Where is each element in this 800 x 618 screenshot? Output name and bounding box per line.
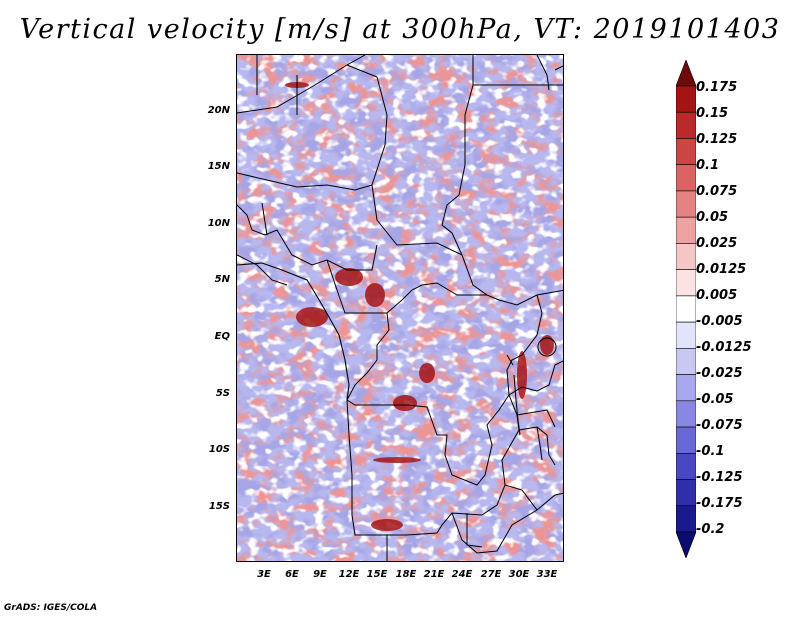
colorbar-label: -0.125: [696, 470, 743, 485]
colorbar-band: [676, 216, 696, 244]
lat-label-10n: 10N: [207, 218, 230, 229]
country-borders: [237, 55, 563, 561]
colorbar-band: [676, 164, 696, 192]
colorbar-label: 0.075: [696, 184, 738, 199]
colorbar-label: 0.175: [696, 80, 738, 95]
colorbar-label: 0.005: [696, 288, 738, 303]
colorbar-band: [676, 531, 696, 558]
colorbar-label: -0.05: [696, 392, 734, 407]
colorbar-label: 0.1: [696, 158, 720, 173]
lon-label-27e: 27E: [480, 569, 502, 580]
lon-label-3e: 3E: [257, 569, 271, 580]
colorbar-band: [676, 452, 696, 480]
lat-label-eq: EQ: [214, 331, 230, 342]
colorbar-label: -0.1: [696, 444, 725, 459]
colorbar-label: 0.125: [696, 132, 738, 147]
lon-label-18e: 18E: [395, 569, 417, 580]
colorbar-label: -0.175: [696, 496, 743, 511]
lon-label-24e: 24E: [451, 569, 473, 580]
colorbar-segments: [676, 60, 696, 558]
lat-label-10s: 10S: [208, 444, 230, 455]
colorbar-band: [676, 60, 696, 87]
lon-label-15e: 15E: [366, 569, 388, 580]
lon-label-30e: 30E: [508, 569, 530, 580]
credit-text: GrADS: IGES/COLA: [4, 603, 98, 613]
lat-label-5s: 5S: [215, 388, 230, 399]
colorbar: [676, 60, 696, 558]
lon-label-6e: 6E: [285, 569, 299, 580]
red-sea-coast: [536, 55, 563, 91]
colorbar-band: [676, 138, 696, 166]
colorbar-label: -0.2: [696, 522, 725, 537]
lon-label-21e: 21E: [423, 569, 445, 580]
lon-label-12e: 12E: [338, 569, 360, 580]
coastline: [237, 262, 350, 401]
colorbar-label: 0.05: [696, 210, 729, 225]
colorbar-band: [676, 243, 696, 270]
colorbar-label: -0.075: [696, 418, 743, 433]
colorbar-band: [676, 295, 696, 323]
colorbar-band: [676, 400, 696, 428]
colorbar-label: -0.025: [696, 366, 743, 381]
lat-label-15s: 15S: [208, 501, 230, 512]
colorbar-band: [676, 374, 696, 402]
colorbar-band: [676, 348, 696, 375]
colorbar-band: [676, 190, 696, 218]
colorbar-band: [676, 269, 696, 297]
colorbar-band: [676, 426, 696, 454]
lon-label-9e: 9E: [313, 569, 327, 580]
colorbar-band: [676, 321, 696, 349]
lakes: [506, 337, 557, 461]
map-title: Vertical velocity [m/s] at 300hPa, VT: 2…: [19, 14, 781, 45]
lat-label-20n: 20N: [207, 105, 230, 116]
vertical-velocity-field: [237, 55, 563, 561]
colorbar-label: -0.005: [696, 314, 743, 329]
convective-cores: [285, 82, 554, 531]
colorbar-band: [676, 111, 696, 139]
colorbar-label: 0.15: [696, 106, 729, 121]
colorbar-label: -0.0125: [696, 340, 752, 355]
map-plot-area: [236, 54, 564, 562]
colorbar-band: [676, 505, 696, 533]
colorbar-label: 0.025: [696, 236, 738, 251]
lat-label-15n: 15N: [207, 161, 230, 172]
lon-label-33e: 33E: [536, 569, 558, 580]
colorbar-band: [676, 479, 696, 507]
colorbar-band: [676, 85, 696, 113]
lat-label-5n: 5N: [214, 274, 230, 285]
colorbar-label: 0.0125: [696, 262, 747, 277]
